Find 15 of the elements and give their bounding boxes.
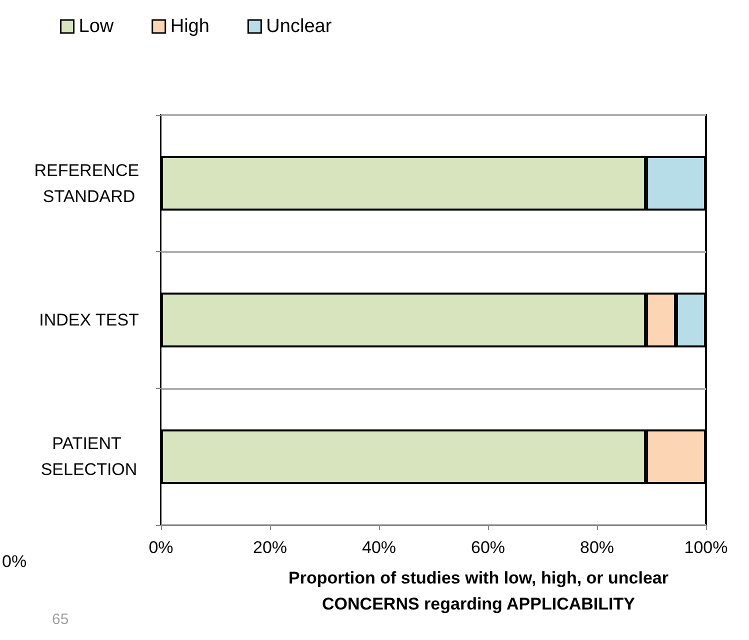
- y-tick-label: INDEX TEST: [39, 310, 139, 330]
- x-tick-label: 20%: [252, 538, 288, 557]
- text: 65: [52, 611, 69, 628]
- x-tick-label: 80%: [580, 538, 614, 557]
- text: 0%: [2, 552, 27, 571]
- x-tick-label: 100%: [684, 538, 728, 557]
- x-tick-label: 40%: [362, 538, 396, 557]
- x-axis-title: Proportion of studies with low, high, or unclear CONCERNS regarding APPLICABILITY: [288, 568, 669, 614]
- y-tick-label: REFERENCE STANDARD: [34, 160, 144, 206]
- legend-label: Unclear: [266, 16, 332, 37]
- x-tick-label: 60%: [470, 538, 506, 557]
- y-tick-label: PATIENT SELECTION: [40, 434, 138, 480]
- legend-label: High: [170, 16, 210, 37]
- legend-label: Low: [78, 16, 114, 37]
- x-tick-label: 0%: [148, 538, 174, 557]
